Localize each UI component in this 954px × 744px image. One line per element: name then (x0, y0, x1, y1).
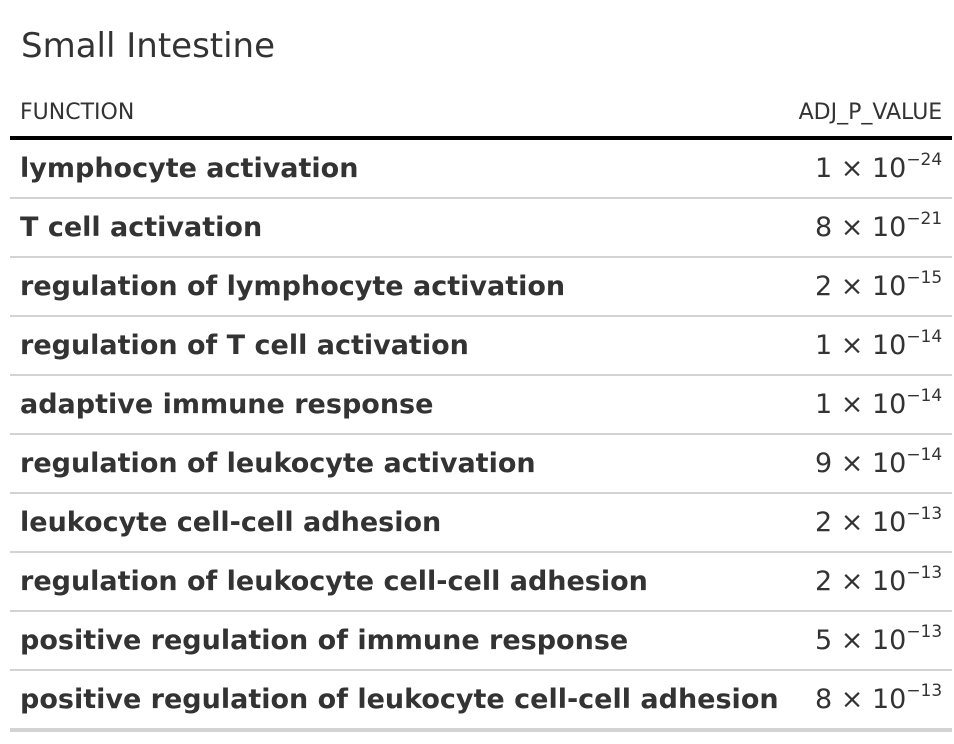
adj-p-value-cell: 5 × 10−13 (788, 611, 953, 671)
times-symbol: × (840, 330, 864, 361)
p-value: 2 × 10−13 (814, 504, 943, 539)
table-body: lymphocyte activation 1 × 10−24 T cell act… (10, 138, 953, 732)
times-symbol: × (840, 153, 864, 184)
adj-p-value-cell: 1 × 10−14 (788, 316, 953, 376)
p-value-mantissa: 2 (814, 507, 833, 538)
function-cell: positive regulation of leukocyte cell-ce… (10, 670, 789, 732)
p-value: 1 × 10−24 (814, 150, 943, 185)
table-row: T cell activation 8 × 10−21 (10, 198, 953, 258)
p-value-mantissa: 2 (814, 566, 833, 597)
times-symbol: × (840, 271, 864, 302)
function-cell: leukocyte cell-cell adhesion (10, 493, 789, 553)
p-value-base: 10 (871, 684, 907, 715)
p-value-base: 10 (871, 625, 907, 656)
p-value: 2 × 10−13 (814, 563, 943, 598)
adj-p-value-cell: 9 × 10−14 (788, 434, 953, 494)
p-value-mantissa: 1 (814, 153, 833, 184)
function-cell: regulation of T cell activation (10, 316, 789, 376)
function-cell: positive regulation of immune response (10, 611, 789, 671)
table-row: regulation of lymphocyte activation 2 × 1… (10, 257, 953, 317)
times-symbol: × (840, 566, 864, 597)
p-value-mantissa: 9 (814, 448, 833, 479)
function-cell: lymphocyte activation (10, 138, 789, 199)
p-value-exponent: −13 (906, 504, 943, 524)
p-value: 9 × 10−14 (814, 445, 943, 480)
column-header-function: FUNCTION (10, 88, 789, 140)
table-row: adaptive immune response 1 × 10−14 (10, 375, 953, 435)
table-row: regulation of leukocyte activation 9 × 10… (10, 434, 953, 494)
table-row: lymphocyte activation 1 × 10−24 (10, 138, 953, 199)
adj-p-value-cell: 8 × 10−21 (788, 198, 953, 258)
p-value-exponent: −13 (906, 563, 943, 583)
p-value: 1 × 10−14 (814, 386, 943, 421)
adj-p-value-cell: 2 × 10−13 (788, 493, 953, 553)
adj-p-value-cell: 1 × 10−14 (788, 375, 953, 435)
p-value-base: 10 (871, 507, 907, 538)
adj-p-value-cell: 2 × 10−15 (788, 257, 953, 317)
p-value-base: 10 (871, 566, 907, 597)
table-row: leukocyte cell-cell adhesion 2 × 10−13 (10, 493, 953, 553)
table-row: positive regulation of leukocyte cell-ce… (10, 670, 953, 732)
p-value-mantissa: 1 (814, 389, 833, 420)
p-value-base: 10 (871, 389, 907, 420)
function-cell: adaptive immune response (10, 375, 789, 435)
p-value: 2 × 10−15 (814, 268, 943, 303)
p-value-base: 10 (871, 330, 907, 361)
times-symbol: × (840, 625, 864, 656)
p-value-exponent: −13 (906, 622, 943, 642)
times-symbol: × (840, 389, 864, 420)
table-row: positive regulation of immune response 5 … (10, 611, 953, 671)
p-value-exponent: −14 (906, 386, 943, 406)
p-value-mantissa: 8 (814, 212, 833, 243)
p-value: 8 × 10−21 (814, 209, 943, 244)
function-cell: T cell activation (10, 198, 789, 258)
column-header-adj-p-value: ADJ_P_VALUE (788, 88, 953, 140)
p-value-exponent: −15 (906, 268, 943, 288)
p-value-base: 10 (871, 212, 907, 243)
adj-p-value-cell: 8 × 10−13 (788, 670, 953, 732)
p-value-base: 10 (871, 271, 907, 302)
adj-p-value-cell: 2 × 10−13 (788, 552, 953, 612)
p-value-exponent: −24 (906, 150, 943, 170)
p-value-exponent: −21 (906, 209, 943, 229)
table-row: regulation of leukocyte cell-cell adhesi… (10, 552, 953, 612)
function-cell: regulation of leukocyte activation (10, 434, 789, 494)
function-table: FUNCTION ADJ_P_VALUE lymphocyte activati… (10, 88, 953, 732)
p-value-mantissa: 2 (814, 271, 833, 302)
p-value: 8 × 10−13 (814, 681, 943, 716)
p-value-exponent: −14 (906, 327, 943, 347)
times-symbol: × (840, 448, 864, 479)
table-row: regulation of T cell activation 1 × 10−14 (10, 316, 953, 376)
adj-p-value-cell: 1 × 10−24 (788, 138, 953, 199)
p-value-mantissa: 1 (814, 330, 833, 361)
header-row: FUNCTION ADJ_P_VALUE (10, 88, 953, 140)
function-cell: regulation of leukocyte cell-cell adhesi… (10, 552, 789, 612)
p-value-exponent: −14 (906, 445, 943, 465)
p-value-exponent: −13 (906, 681, 943, 701)
p-value-base: 10 (871, 153, 907, 184)
p-value-base: 10 (871, 448, 907, 479)
table-title: Small Intestine (21, 26, 276, 66)
p-value-mantissa: 5 (814, 625, 833, 656)
times-symbol: × (840, 507, 864, 538)
function-cell: regulation of lymphocyte activation (10, 257, 789, 317)
p-value: 1 × 10−14 (814, 327, 943, 362)
p-value-mantissa: 8 (814, 684, 833, 715)
times-symbol: × (840, 684, 864, 715)
table-header: FUNCTION ADJ_P_VALUE (10, 88, 953, 140)
times-symbol: × (840, 212, 864, 243)
p-value: 5 × 10−13 (814, 622, 943, 657)
